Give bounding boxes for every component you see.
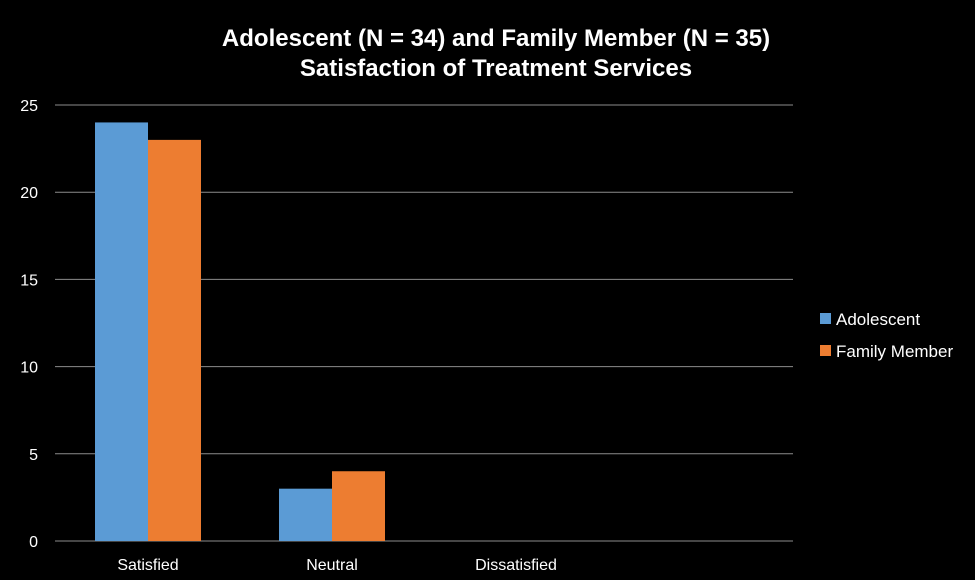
y-tick-label: 20 <box>20 185 38 202</box>
y-tick-label: 15 <box>20 272 38 289</box>
y-axis-ticks: 0 5 10 15 20 25 <box>20 98 38 551</box>
legend-swatch <box>820 313 831 324</box>
bars <box>95 122 385 541</box>
legend-label: Adolescent <box>836 310 920 329</box>
legend: Adolescent Family Member <box>820 310 953 361</box>
chart-title: Adolescent (N = 34) and Family Member (N… <box>222 25 770 82</box>
bar-adolescent <box>95 122 148 541</box>
bar-family-member <box>332 471 385 541</box>
x-tick-label: Dissatisfied <box>475 557 557 574</box>
chart-title-line-1: Adolescent (N = 34) and Family Member (N… <box>222 25 770 52</box>
y-tick-label: 10 <box>20 360 38 377</box>
bar-adolescent <box>279 488 332 541</box>
y-tick-label: 0 <box>29 534 38 551</box>
y-tick-label: 5 <box>29 447 38 464</box>
bar-family-member <box>148 139 201 541</box>
y-tick-label: 25 <box>20 98 38 115</box>
x-tick-label: Satisfied <box>117 557 178 574</box>
legend-label: Family Member <box>836 342 953 361</box>
chart-title-line-2: Satisfaction of Treatment Services <box>300 55 692 82</box>
x-tick-label: Neutral <box>306 557 358 574</box>
legend-swatch <box>820 345 831 356</box>
x-axis-ticks: Satisfied Neutral Dissatisfied <box>117 557 557 574</box>
